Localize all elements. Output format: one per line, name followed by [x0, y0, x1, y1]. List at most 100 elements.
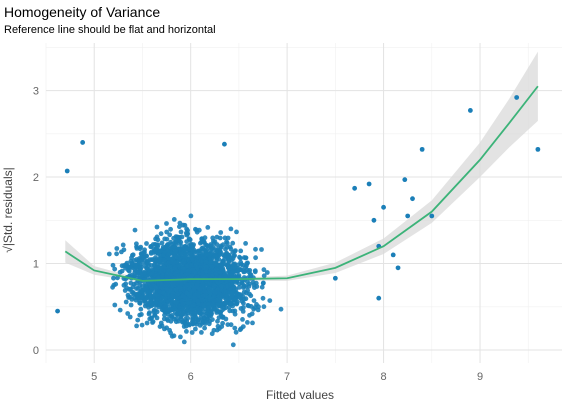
- data-point: [139, 322, 145, 328]
- data-point: [234, 280, 239, 285]
- data-point: [182, 222, 188, 228]
- data-point: [249, 311, 255, 317]
- data-point: [168, 318, 174, 324]
- data-point: [229, 269, 235, 275]
- data-point: [132, 227, 138, 233]
- data-point: [199, 271, 205, 277]
- data-point: [203, 249, 209, 255]
- data-point: [183, 321, 188, 326]
- data-point: [160, 290, 166, 296]
- data-point: [202, 325, 208, 331]
- data-point: [233, 329, 239, 335]
- data-point: [144, 320, 150, 326]
- data-point: [230, 293, 235, 299]
- data-point: [207, 301, 213, 307]
- y-tick-label: 3: [33, 86, 39, 98]
- data-point: [152, 262, 157, 268]
- data-point: [252, 269, 258, 275]
- data-point: [148, 293, 153, 299]
- data-point: [223, 294, 229, 300]
- data-point: [169, 307, 175, 313]
- data-point: [205, 317, 210, 322]
- smooth-line: [64, 85, 539, 282]
- data-point: [158, 248, 164, 254]
- data-point: [168, 226, 174, 232]
- data-point: [220, 307, 226, 313]
- data-point: [164, 221, 169, 226]
- data-point: [154, 315, 160, 321]
- data-point: [175, 291, 181, 297]
- data-point: [169, 314, 175, 320]
- data-point: [224, 240, 230, 246]
- data-point: [164, 286, 170, 292]
- data-point: [147, 270, 153, 276]
- data-point: [366, 181, 372, 187]
- data-point: [55, 308, 60, 314]
- data-point: [154, 292, 160, 298]
- data-point: [152, 242, 158, 247]
- data-point: [214, 234, 220, 240]
- data-point: [190, 267, 196, 273]
- axis-ticks: 5 6 7 8 9 0 1 2 3: [33, 86, 483, 383]
- chart-title: Homogeneity of Variance: [4, 4, 160, 20]
- data-point: [146, 263, 152, 269]
- data-point: [253, 246, 258, 252]
- x-tick-label: 7: [284, 371, 290, 383]
- data-point: [256, 304, 261, 310]
- data-point: [201, 303, 207, 309]
- data-point: [244, 267, 250, 273]
- data-point: [184, 246, 190, 252]
- data-point: [165, 252, 171, 258]
- data-point: [168, 259, 174, 265]
- data-point: [184, 232, 190, 238]
- grid: [45, 43, 562, 363]
- data-point: [80, 140, 86, 145]
- data-point: [193, 326, 198, 332]
- data-point: [171, 217, 177, 222]
- data-point: [181, 266, 187, 272]
- data-point: [176, 237, 182, 243]
- data-point: [216, 257, 222, 262]
- data-point: [207, 286, 213, 292]
- data-point: [114, 251, 119, 257]
- data-point: [208, 313, 214, 318]
- data-point: [233, 248, 238, 254]
- data-point: [184, 263, 190, 269]
- data-point: [332, 275, 338, 281]
- data-point: [111, 275, 116, 281]
- data-point: [133, 281, 139, 286]
- data-point: [165, 271, 171, 276]
- data-point: [192, 295, 198, 301]
- data-point: [173, 300, 179, 305]
- data-point: [230, 240, 236, 246]
- data-point: [221, 289, 227, 294]
- data-point: [234, 229, 239, 235]
- data-point: [179, 234, 185, 240]
- data-point: [352, 185, 358, 191]
- data-point: [259, 247, 264, 252]
- data-point: [142, 303, 148, 309]
- data-point: [200, 281, 206, 286]
- data-point: [153, 246, 159, 252]
- data-point: [201, 255, 207, 260]
- data-point: [171, 333, 177, 339]
- data-point: [177, 224, 182, 230]
- data-point: [246, 303, 252, 309]
- data-point: [217, 326, 222, 331]
- data-point: [235, 274, 240, 280]
- x-tick-label: 9: [477, 371, 483, 383]
- data-point: [203, 259, 209, 265]
- data-point: [154, 309, 160, 315]
- data-point: [196, 227, 202, 233]
- data-point: [106, 251, 112, 257]
- data-point: [216, 315, 222, 320]
- data-point: [161, 268, 167, 274]
- data-point: [153, 300, 158, 306]
- data-point: [155, 275, 161, 281]
- data-point: [209, 331, 215, 337]
- y-tick-label: 2: [33, 172, 39, 184]
- data-point: [248, 293, 254, 299]
- data-points: [55, 95, 541, 348]
- data-point: [120, 242, 126, 248]
